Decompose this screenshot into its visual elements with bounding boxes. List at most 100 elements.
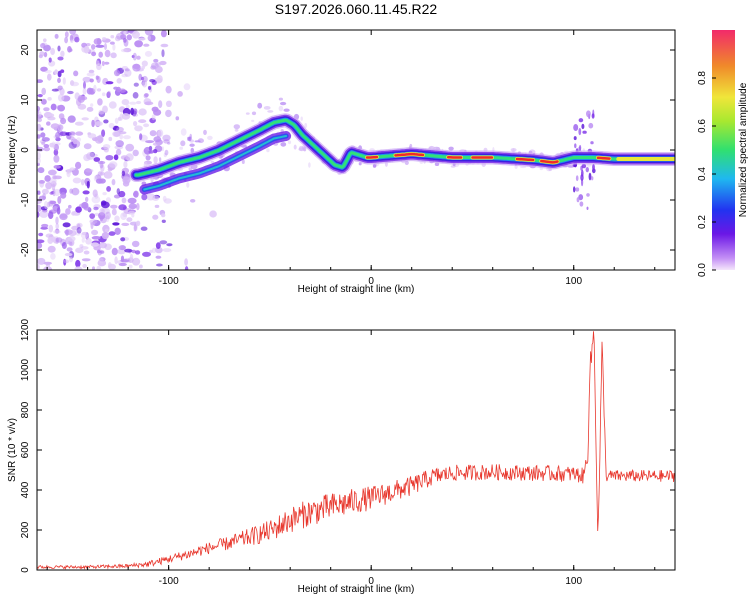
noise-blob	[74, 36, 80, 43]
noise-blob	[92, 266, 95, 270]
noise-blob	[96, 63, 102, 71]
noise-blob	[139, 133, 143, 141]
noise-blob	[51, 141, 56, 149]
noise-blob	[67, 90, 74, 95]
noise-blob	[62, 77, 66, 85]
noise-blob	[130, 107, 135, 116]
noise-blob	[99, 171, 105, 176]
noise-blob	[105, 81, 114, 85]
noise-blob	[41, 87, 46, 96]
noise-blob	[133, 82, 139, 87]
transient-speckle	[591, 176, 594, 181]
noise-blob	[72, 177, 82, 184]
ridge-speckle	[234, 128, 239, 132]
noise-blob	[184, 266, 189, 270]
ridge-hot-red	[394, 152, 425, 157]
noise-blob	[125, 143, 135, 152]
noise-blob	[108, 262, 112, 268]
noise-blob	[155, 255, 162, 259]
noise-blob	[126, 34, 132, 41]
noise-blob	[55, 237, 63, 243]
noise-blob	[77, 94, 85, 103]
noise-blob	[38, 180, 46, 184]
colorbar: 0.0 0.2 0.4 0.6 0.8 Normalized spectral ampl…	[697, 30, 749, 277]
noise-blob	[52, 175, 58, 180]
noise-blob	[97, 135, 104, 143]
noise-blob	[138, 37, 146, 41]
noise-blob	[60, 69, 65, 73]
noise-blob	[76, 137, 82, 142]
noise-blob	[110, 204, 118, 209]
noise-blob	[180, 128, 187, 136]
noise-blob	[144, 50, 153, 57]
noise-blob	[159, 60, 167, 66]
noise-blob	[42, 193, 46, 200]
noise-blob	[47, 97, 52, 101]
noise-blob	[91, 51, 97, 57]
ridge-speckle	[301, 145, 306, 151]
noise-blob	[162, 195, 167, 202]
noise-blob	[44, 175, 51, 182]
noise-blob	[93, 245, 101, 251]
transient-speckle	[576, 197, 580, 203]
ridge-speckle	[358, 162, 362, 166]
ridge-speckle	[263, 106, 271, 110]
noise-blob	[136, 203, 140, 211]
noise-blob	[121, 99, 130, 106]
noise-blob	[63, 258, 67, 266]
noise-blob	[48, 211, 54, 220]
ridge-speckle	[280, 142, 287, 147]
noise-blob	[121, 197, 127, 204]
noise-blob	[136, 100, 142, 105]
noise-blob	[120, 259, 130, 263]
noise-blob	[120, 212, 127, 220]
transient-speckle	[591, 113, 595, 119]
noise-blob	[118, 204, 127, 211]
y-tick-label: 600	[20, 441, 31, 458]
noise-blob	[142, 251, 151, 257]
noise-blob	[51, 183, 56, 192]
noise-blob	[101, 232, 109, 240]
noise-blob	[116, 86, 121, 93]
noise-blob	[92, 189, 98, 197]
noise-blob	[70, 39, 74, 43]
noise-blob	[103, 119, 109, 124]
y-tick-label: -20	[20, 242, 31, 257]
noise-blob	[124, 68, 130, 72]
noise-blob	[138, 108, 147, 116]
noise-blob	[103, 171, 113, 179]
ridge-speckle	[520, 166, 527, 169]
ridge-speckle	[280, 101, 287, 106]
noise-blob	[177, 91, 183, 97]
x-tick-label: 0	[368, 276, 374, 287]
noise-blob	[41, 137, 50, 142]
noise-blob	[57, 196, 62, 204]
transient-speckle	[586, 110, 591, 118]
noise-blob	[39, 51, 45, 57]
noise-blob	[147, 86, 152, 90]
transient-speckle	[573, 124, 579, 131]
noise-blob	[133, 108, 138, 115]
noise-blob	[115, 148, 122, 156]
noise-blob	[93, 175, 98, 182]
ridge-speckle	[179, 146, 183, 150]
noise-blob	[57, 85, 63, 91]
noise-blob	[73, 70, 79, 77]
noise-blob	[113, 154, 119, 161]
noise-blob	[41, 188, 49, 195]
noise-blob	[112, 43, 116, 51]
noise-blob	[53, 154, 60, 163]
noise-blob	[86, 72, 95, 77]
noise-blob	[99, 250, 105, 254]
noise-blob	[116, 188, 121, 195]
noise-blob	[114, 227, 121, 235]
noise-blob	[76, 227, 82, 234]
ridge-speckle	[251, 119, 255, 122]
colorbar-ticks: 0.0 0.2 0.4 0.6 0.8	[697, 71, 716, 277]
noise-blob	[144, 93, 149, 98]
ridge-speckle	[567, 165, 575, 168]
noise-blob	[68, 230, 77, 237]
noise-blob	[37, 94, 43, 98]
